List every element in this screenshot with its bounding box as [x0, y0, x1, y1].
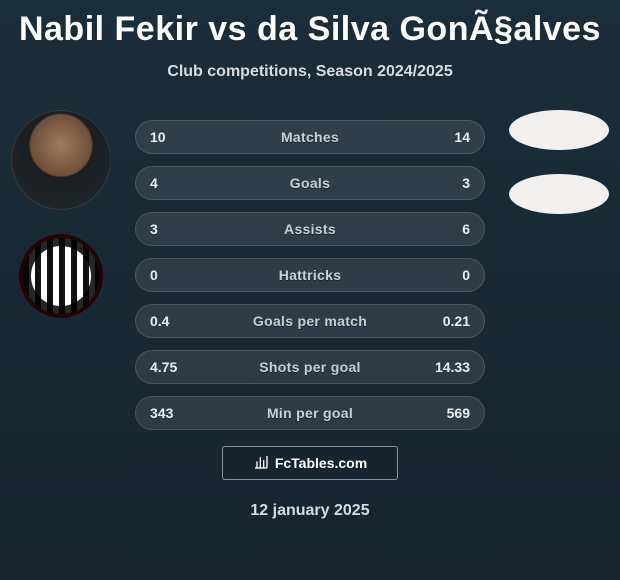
stat-row-matches: 10 Matches 14 — [135, 120, 485, 154]
stat-right-value: 14.33 — [435, 359, 470, 375]
stat-left-value: 4.75 — [150, 359, 177, 375]
branding-text: FcTables.com — [275, 455, 367, 471]
stat-left-value: 3 — [150, 221, 158, 237]
stat-label: Goals — [290, 175, 330, 191]
stat-row-hattricks: 0 Hattricks 0 — [135, 258, 485, 292]
stat-label: Min per goal — [267, 405, 353, 421]
stat-row-min-per-goal: 343 Min per goal 569 — [135, 396, 485, 430]
stat-row-goals: 4 Goals 3 — [135, 166, 485, 200]
stat-right-value: 0 — [462, 267, 470, 283]
date-label: 12 january 2025 — [0, 502, 620, 520]
chart-icon — [253, 454, 269, 473]
player-right-column — [504, 110, 614, 214]
stat-left-value: 4 — [150, 175, 158, 191]
stat-right-value: 569 — [447, 405, 470, 421]
stat-label: Hattricks — [279, 267, 342, 283]
stat-left-value: 0 — [150, 267, 158, 283]
stat-left-value: 343 — [150, 405, 173, 421]
subtitle: Club competitions, Season 2024/2025 — [0, 63, 620, 81]
stat-label: Shots per goal — [259, 359, 360, 375]
stat-row-shots-per-goal: 4.75 Shots per goal 14.33 — [135, 350, 485, 384]
player-left-column — [6, 110, 116, 318]
stat-right-value: 3 — [462, 175, 470, 191]
stats-table: 10 Matches 14 4 Goals 3 3 Assists 6 0 Ha… — [135, 120, 485, 430]
branding-badge[interactable]: FcTables.com — [222, 446, 398, 480]
stat-label: Matches — [281, 129, 339, 145]
comparison-card: Nabil Fekir vs da Silva GonÃ§alves Club … — [0, 0, 620, 580]
stat-left-value: 0.4 — [150, 313, 169, 329]
page-title: Nabil Fekir vs da Silva GonÃ§alves — [0, 0, 620, 49]
stat-right-value: 0.21 — [443, 313, 470, 329]
player-right-club-badge — [509, 174, 609, 214]
player-left-avatar — [11, 110, 111, 210]
stat-row-assists: 3 Assists 6 — [135, 212, 485, 246]
stat-right-value: 14 — [454, 129, 470, 145]
stat-left-value: 10 — [150, 129, 166, 145]
stat-row-goals-per-match: 0.4 Goals per match 0.21 — [135, 304, 485, 338]
player-right-avatar — [509, 110, 609, 150]
player-left-club-badge — [19, 234, 103, 318]
stat-label: Goals per match — [253, 313, 367, 329]
stat-label: Assists — [284, 221, 336, 237]
stat-right-value: 6 — [462, 221, 470, 237]
